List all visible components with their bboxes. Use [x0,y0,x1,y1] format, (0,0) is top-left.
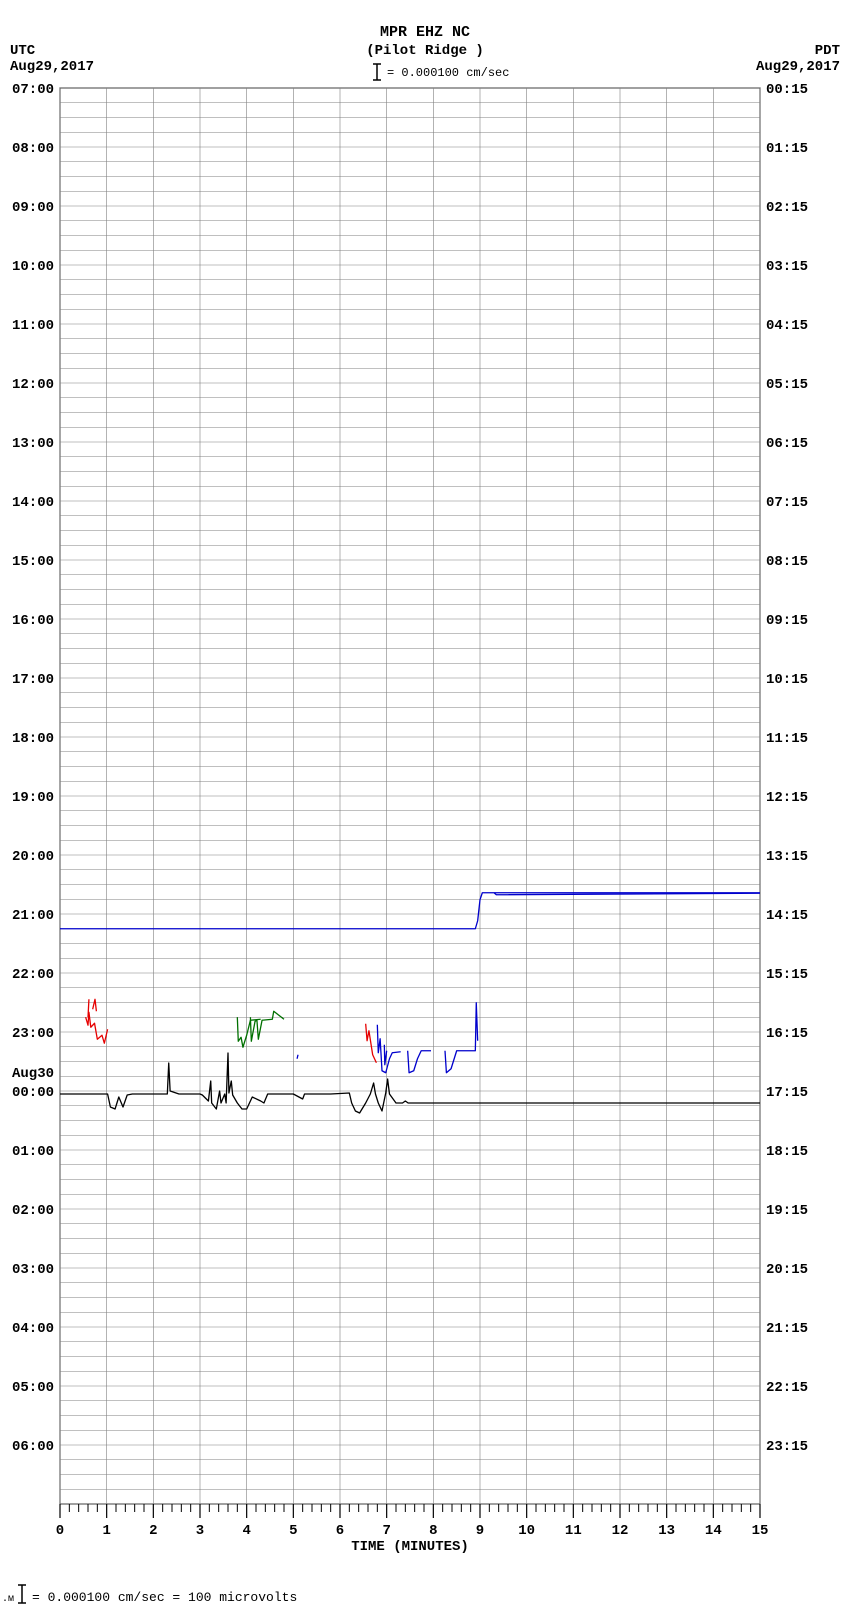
y-left-label: 08:00 [12,141,54,157]
y-right-label: 03:15 [766,259,808,275]
y-right-label: 08:15 [766,554,808,570]
y-left-label: 01:00 [12,1144,54,1160]
y-left-label: 20:00 [12,849,54,865]
y-right-label: 13:15 [766,849,808,865]
x-tick-label: 11 [565,1523,582,1539]
y-left-label: 11:00 [12,318,54,334]
x-tick-label: 6 [336,1523,344,1539]
header-right-tz: PDT [815,43,840,59]
y-left-label: 09:00 [12,200,54,216]
x-tick-label: 12 [612,1523,629,1539]
x-tick-label: 10 [518,1523,535,1539]
y-right-label: 09:15 [766,613,808,629]
x-tick-label: 3 [196,1523,204,1539]
footer-text: = 0.000100 cm/sec = 100 microvolts [32,1590,297,1605]
footer-prefix: .м [2,1594,14,1605]
y-right-label: 00:15 [766,82,808,98]
y-left-leadlabel: Aug30 [12,1066,54,1082]
subtitle-text: (Pilot Ridge ) [366,43,484,59]
y-right-label: 11:15 [766,731,808,747]
header-left-date: Aug29,2017 [10,59,94,75]
y-right-label: 18:15 [766,1144,808,1160]
y-left-label: 06:00 [12,1439,54,1455]
y-left-label: 05:00 [12,1380,54,1396]
x-tick-label: 8 [429,1523,437,1539]
x-tick-label: 15 [752,1523,769,1539]
y-right-label: 21:15 [766,1321,808,1337]
x-tick-label: 9 [476,1523,484,1539]
x-tick-label: 5 [289,1523,297,1539]
x-tick-label: 4 [242,1523,250,1539]
y-left-label: 23:00 [12,1026,54,1042]
y-right-label: 07:15 [766,495,808,511]
y-left-label: 17:00 [12,672,54,688]
title-text: MPR EHZ NC [380,24,470,41]
y-right-label: 15:15 [766,967,808,983]
y-right-label: 02:15 [766,200,808,216]
header-right-date: Aug29,2017 [756,59,840,75]
x-tick-label: 2 [149,1523,157,1539]
y-left-label: 15:00 [12,554,54,570]
y-right-label: 16:15 [766,1026,808,1042]
y-right-label: 06:15 [766,436,808,452]
x-tick-label: 0 [56,1523,64,1539]
y-left-label: 21:00 [12,908,54,924]
y-right-label: 05:15 [766,377,808,393]
y-left-label: 07:00 [12,82,54,98]
y-left-label: 18:00 [12,731,54,747]
y-right-label: 10:15 [766,672,808,688]
x-tick-label: 7 [382,1523,390,1539]
y-left-label: 03:00 [12,1262,54,1278]
y-left-label: 00:00 [12,1085,54,1101]
x-tick-label: 14 [705,1523,722,1539]
y-right-label: 12:15 [766,790,808,806]
seismogram-trace [297,1055,298,1059]
x-tick-label: 13 [658,1523,675,1539]
y-right-label: 23:15 [766,1439,808,1455]
y-left-label: 02:00 [12,1203,54,1219]
y-left-label: 16:00 [12,613,54,629]
y-right-label: 14:15 [766,908,808,924]
header-scale-text: = 0.000100 cm/sec [387,66,509,80]
xaxis-label: TIME (MINUTES) [351,1539,469,1555]
y-right-label: 04:15 [766,318,808,334]
y-left-label: 04:00 [12,1321,54,1337]
y-left-label: 19:00 [12,790,54,806]
y-left-label: 13:00 [12,436,54,452]
y-left-label: 14:00 [12,495,54,511]
y-right-label: 20:15 [766,1262,808,1278]
y-left-label: 12:00 [12,377,54,393]
y-right-label: 19:15 [766,1203,808,1219]
y-left-label: 22:00 [12,967,54,983]
y-right-label: 17:15 [766,1085,808,1101]
header-left-tz: UTC [10,43,36,59]
y-left-label: 10:00 [12,259,54,275]
y-right-label: 01:15 [766,141,808,157]
y-right-label: 22:15 [766,1380,808,1396]
x-tick-label: 1 [102,1523,110,1539]
